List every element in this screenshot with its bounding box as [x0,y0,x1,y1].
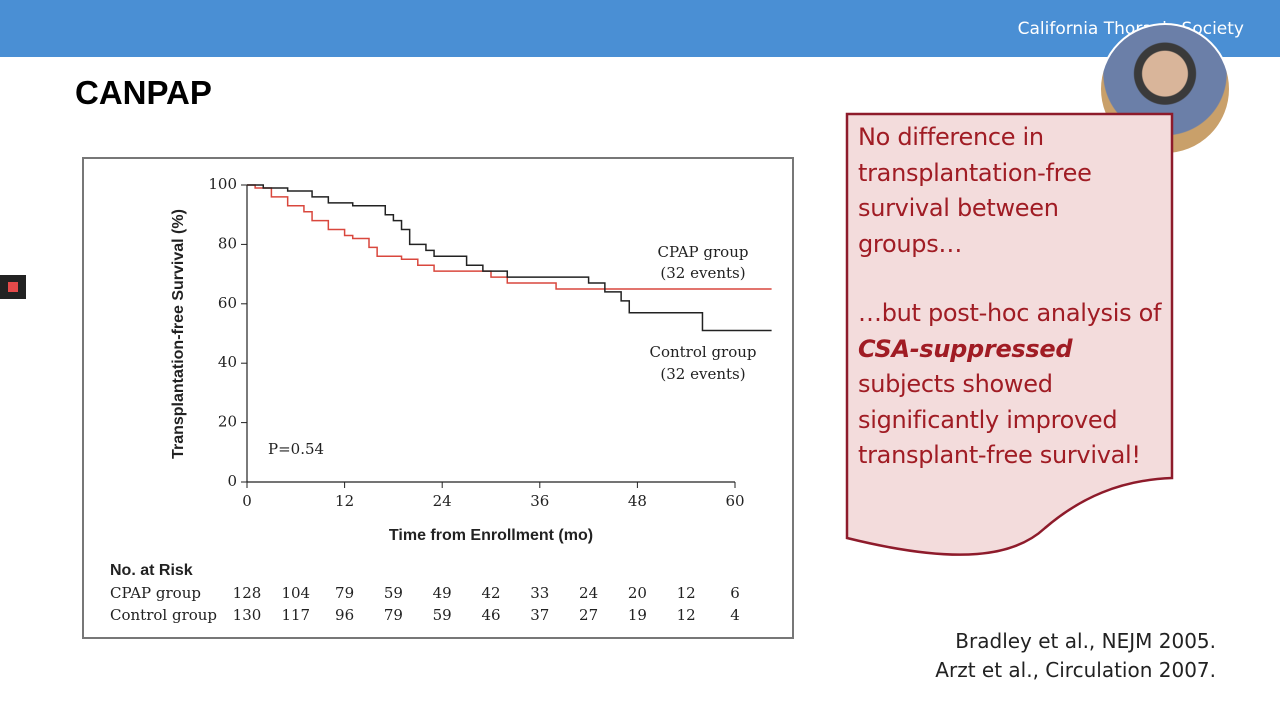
x-tick-label: 48 [628,492,647,510]
callout-paragraph: No difference in transplantation-free su… [858,120,1168,262]
slide-title: CANPAP [75,74,212,111]
at-risk-count: 33 [530,584,549,602]
at-risk-count: 79 [384,606,403,624]
y-tick-label: 60 [218,294,237,312]
at-risk-count: 46 [481,606,500,624]
record-dot [8,282,18,292]
at-risk-count: 104 [281,584,310,602]
x-tick-label: 12 [335,492,354,510]
at-risk-count: 128 [233,584,262,602]
at-risk-count: 37 [530,606,549,624]
at-risk-count: 27 [579,606,598,624]
at-risk-row-name: Control group [110,606,217,624]
at-risk-count: 24 [579,584,598,602]
series-note: (32 events) [660,264,745,282]
at-risk-count: 49 [433,584,452,602]
at-risk-count: 12 [677,606,696,624]
at-risk-count: 117 [281,606,310,624]
callout-paragraph: …but post-hoc analysis of CSA-suppressed… [858,296,1168,474]
x-tick-label: 24 [433,492,452,510]
callout-text: No difference in transplantation-free su… [858,120,1168,508]
y-axis-label: Transplantation-free Survival (%) [170,209,187,459]
header-bar: California Thoracic Society [0,0,1280,57]
series-note: (32 events) [660,365,745,383]
text: subjects showed significantly improved t… [858,370,1141,469]
chart-frame: 0 20 40 60 80 100 0 12 24 36 48 60 Transplantation-f… [82,157,794,639]
at-risk-count: 79 [335,584,354,602]
p-value: P=0.54 [268,440,324,458]
y-tick-label: 20 [218,413,237,431]
y-tick-label: 0 [227,472,237,490]
x-tick-label: 60 [725,492,744,510]
text: …but post-hoc analysis of [858,299,1162,327]
y-tick-label: 40 [218,353,237,371]
at-risk-count: 6 [730,584,740,602]
at-risk-count: 12 [677,584,696,602]
at-risk-row-name: CPAP group [110,584,201,602]
x-axis-label: Time from Enrollment (mo) [389,527,593,544]
y-tick-label: 80 [218,234,237,252]
survival-curve [247,184,772,332]
survival-curve [247,184,772,290]
text: No difference in transplantation-free su… [858,123,1092,258]
citation: Bradley et al., NEJM 2005. [955,629,1216,653]
callout-shape [845,112,1174,556]
at-risk-count: 42 [481,584,500,602]
record-indicator[interactable] [0,275,26,299]
at-risk-title: No. at Risk [110,562,193,579]
series-label: CPAP group [658,243,749,261]
x-tick-label: 36 [530,492,549,510]
callout-box [845,112,1174,556]
y-tick-label: 100 [208,175,237,193]
at-risk-count: 96 [335,606,354,624]
x-tick-label: 0 [242,492,252,510]
chart: 0 20 40 60 80 100 0 12 24 36 48 60 Transplantation-f… [110,175,772,624]
citation: Arzt et al., Circulation 2007. [935,658,1216,682]
at-risk-count: 20 [628,584,647,602]
at-risk-count: 19 [628,606,647,624]
citations: Bradley et al., NEJM 2005. Arzt et al., … [935,627,1216,685]
at-risk-count: 59 [384,584,403,602]
at-risk-count: 4 [730,606,740,624]
at-risk-count: 130 [233,606,262,624]
at-risk-count: 59 [433,606,452,624]
series-label: Control group [649,343,756,361]
emphasis: CSA-suppressed [858,334,1073,363]
